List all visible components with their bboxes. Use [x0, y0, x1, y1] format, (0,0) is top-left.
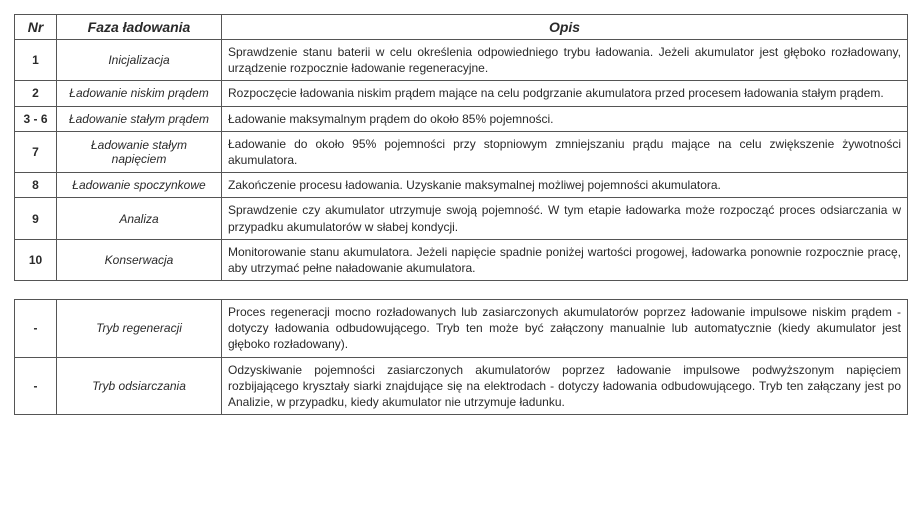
- table-spacer: [14, 281, 908, 299]
- header-faza: Faza ładowania: [57, 15, 222, 40]
- cell-nr: 9: [15, 198, 57, 239]
- cell-nr: 8: [15, 173, 57, 198]
- table-row: -Tryb odsiarczaniaOdzyskiwanie pojemnośc…: [15, 357, 908, 415]
- cell-opis: Sprawdzenie stanu baterii w celu określe…: [222, 40, 908, 81]
- cell-nr: 7: [15, 131, 57, 172]
- table-row: 1InicjalizacjaSprawdzenie stanu baterii …: [15, 40, 908, 81]
- table-row: 8Ładowanie spoczynkoweZakończenie proces…: [15, 173, 908, 198]
- cell-opis: Monitorowanie stanu akumulatora. Jeżeli …: [222, 239, 908, 280]
- cell-opis: Ładowanie maksymalnym prądem do około 85…: [222, 106, 908, 131]
- cell-opis: Ładowanie do około 95% pojemności przy s…: [222, 131, 908, 172]
- phases-table: Nr Faza ładowania Opis 1InicjalizacjaSpr…: [14, 14, 908, 281]
- cell-faza: Ładowanie stałym prądem: [57, 106, 222, 131]
- cell-nr: 1: [15, 40, 57, 81]
- cell-opis: Zakończenie procesu ładowania. Uzyskanie…: [222, 173, 908, 198]
- table-row: 2Ładowanie niskim prądemRozpoczęcie łado…: [15, 81, 908, 106]
- header-opis: Opis: [222, 15, 908, 40]
- cell-nr: 10: [15, 239, 57, 280]
- cell-nr: -: [15, 357, 57, 415]
- cell-faza: Konserwacja: [57, 239, 222, 280]
- cell-faza: Ładowanie stałym napięciem: [57, 131, 222, 172]
- table-row: 9AnalizaSprawdzenie czy akumulator utrzy…: [15, 198, 908, 239]
- cell-opis: Odzyskiwanie pojemności zasiarczonych ak…: [222, 357, 908, 415]
- table-row: 7Ładowanie stałym napięciemŁadowanie do …: [15, 131, 908, 172]
- cell-faza: Analiza: [57, 198, 222, 239]
- cell-faza: Tryb regeneracji: [57, 300, 222, 358]
- cell-nr: 3 - 6: [15, 106, 57, 131]
- cell-opis: Rozpoczęcie ładowania niskim prądem mają…: [222, 81, 908, 106]
- table-header-row: Nr Faza ładowania Opis: [15, 15, 908, 40]
- table-row: 10KonserwacjaMonitorowanie stanu akumula…: [15, 239, 908, 280]
- cell-opis: Sprawdzenie czy akumulator utrzymuje swo…: [222, 198, 908, 239]
- modes-table: -Tryb regeneracjiProces regeneracji mocn…: [14, 299, 908, 415]
- cell-faza: Ładowanie spoczynkowe: [57, 173, 222, 198]
- table-row: -Tryb regeneracjiProces regeneracji mocn…: [15, 300, 908, 358]
- cell-faza: Ładowanie niskim prądem: [57, 81, 222, 106]
- cell-nr: -: [15, 300, 57, 358]
- header-nr: Nr: [15, 15, 57, 40]
- cell-nr: 2: [15, 81, 57, 106]
- cell-opis: Proces regeneracji mocno rozładowanych l…: [222, 300, 908, 358]
- table-row: 3 - 6Ładowanie stałym prądemŁadowanie ma…: [15, 106, 908, 131]
- cell-faza: Tryb odsiarczania: [57, 357, 222, 415]
- cell-faza: Inicjalizacja: [57, 40, 222, 81]
